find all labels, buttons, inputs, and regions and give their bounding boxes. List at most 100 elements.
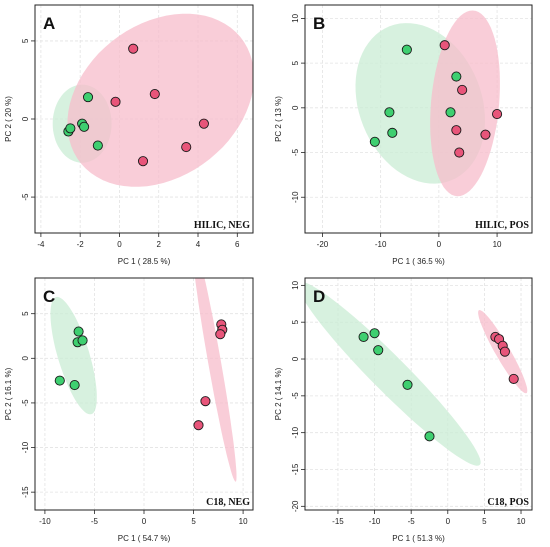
panel-b-frame: [304, 4, 533, 234]
panel-a-y-tick-label: 5: [21, 38, 30, 43]
panel-a-y-tick-label: -5: [21, 193, 30, 201]
panel-c-green-confidence-ellipse: [50, 296, 97, 415]
panel-c-red-point: [200, 396, 211, 407]
panel-d-x-tick-label: 5: [482, 517, 487, 526]
panel-b-x-tick-label: -10: [375, 240, 387, 249]
panel-a-green-point: [65, 123, 76, 134]
panel-d-y-tick-label: 10: [291, 280, 300, 289]
panel-d-plot-area: [305, 282, 528, 466]
panel-a-red-point: [128, 43, 139, 54]
panel-a-green-point: [79, 121, 90, 132]
panel-b-letter: B: [313, 14, 325, 33]
panel-b-plot-area: [355, 10, 503, 197]
panel-c: -10 -5 0 5 10 -15 -10 -5 0 5 PC 1 ( 54.7 %) PC 2 ( …: [4, 277, 254, 543]
panel-d-green-point: [373, 345, 384, 356]
panel-c-plot-area: [50, 278, 237, 482]
panel-c-green-point: [73, 326, 84, 337]
panel-a-red-point: [198, 118, 209, 129]
panel-d-green-point: [358, 331, 369, 342]
panel-a-x-tick-label: 0: [117, 240, 122, 249]
panel-c-x-tick-label: -5: [91, 517, 99, 526]
panel-d-y-tick-label: -15: [291, 463, 300, 475]
panel-b-y-tick-label: -5: [291, 148, 300, 156]
panel-a-plot-area: [52, 13, 253, 187]
panel-d-x-tick-label: -5: [408, 517, 416, 526]
panel-d-letter: D: [313, 287, 325, 306]
panel-b-red-point: [439, 40, 450, 51]
panel-a-red-point: [110, 96, 121, 107]
panel-d-red-point: [508, 373, 519, 384]
panel-b-x-tick-label: -20: [317, 240, 329, 249]
panel-c-y-tick-label: -5: [21, 399, 30, 407]
panel-d-y-axis-label: PC 2 ( 14.1 %): [274, 367, 283, 420]
panel-d-y-tick-label: -10: [291, 426, 300, 438]
panel-a-x-axis-label: PC 1 ( 28.5 %): [118, 257, 171, 266]
panel-b-green-point: [445, 107, 456, 118]
panel-b-y-tick-label: 0: [291, 105, 300, 110]
panel-b-red-point: [454, 147, 465, 158]
panel-c-green-point: [54, 375, 65, 386]
panel-c-letter: C: [43, 287, 55, 306]
panel-b-green-point: [401, 44, 412, 55]
panel-a-red-confidence-ellipse: [67, 13, 253, 187]
panel-b-green-point: [387, 127, 398, 138]
panel-a-x-tick-label: -2: [77, 240, 85, 249]
panel-a-red-point: [181, 142, 192, 153]
panel-d-green-point: [402, 379, 413, 390]
panel-d-green-point: [424, 431, 435, 442]
panel-c-x-tick-label: 5: [191, 517, 196, 526]
panel-a-x-tick-label: 2: [157, 240, 162, 249]
panel-d-x-tick-label: -10: [369, 517, 381, 526]
panel-d-x-axis-label: PC 1 ( 51.3 %): [392, 534, 445, 543]
panel-b-x-axis-label: PC 1 ( 36.5 %): [392, 257, 445, 266]
panel-c-y-tick-label: -15: [21, 486, 30, 498]
panel-c-y-tick-label: 5: [21, 311, 30, 316]
panel-d-green-point: [369, 328, 380, 339]
panel-a-y-tick-label: 0: [21, 116, 30, 121]
panel-a-letter: A: [43, 14, 55, 33]
panel-b-y-axis-label: PC 2 ( 13 %): [274, 96, 283, 142]
panel-a-annotation: HILIC, NEG: [194, 220, 250, 231]
panel-d-annotation: C18, POS: [487, 497, 529, 508]
panel-d-green-confidence-ellipse: [305, 282, 481, 466]
panel-c-green-point: [69, 380, 80, 391]
panel-a-red-point: [149, 88, 160, 100]
panel-b-annotation: HILIC, POS: [475, 220, 529, 231]
panel-b-green-point: [451, 71, 462, 82]
panel-d-red-point: [499, 346, 510, 357]
panel-c-x-tick-label: 10: [239, 517, 248, 526]
panel-c-y-axis-label: PC 2 ( 16.1 %): [4, 367, 13, 420]
panel-c-annotation: C18, NEG: [206, 497, 250, 508]
panel-b-green-point: [384, 107, 395, 118]
panel-d-x-tick-label: -15: [332, 517, 344, 526]
panel-b-red-point: [480, 129, 491, 140]
panel-a: -4 -2 0 2 4 6 -5 0 5 PC 1 ( 28.5 %) PC 2 ( 20 %) A H…: [4, 4, 254, 266]
panel-c-red-point: [215, 329, 226, 340]
panel-a-green-point: [82, 92, 94, 103]
panel-d-x-tick-label: 10: [517, 517, 526, 526]
panel-a-y-axis-label: PC 2 ( 20 %): [4, 96, 13, 142]
panel-d-x-tick-label: 0: [446, 517, 451, 526]
panel-b-green-point: [369, 136, 380, 147]
panel-c-green-point: [77, 335, 88, 346]
panel-c-red-confidence-ellipse: [195, 278, 237, 482]
panel-d-frame: [304, 277, 533, 511]
panel-d-y-tick-label: -20: [291, 500, 300, 512]
panel-d-y-tick-label: 5: [291, 319, 300, 324]
panel-b-x-tick-label: 10: [493, 240, 502, 249]
panel-c-x-tick-label: -10: [39, 517, 51, 526]
panel-c-y-tick-label: 0: [21, 356, 30, 361]
panel-b-x-tick-label: 0: [437, 240, 442, 249]
panel-d: -15 -10 -5 0 5 10 -20 -15 -10 -5 0 5 10 PC 1 ( 51.3 %…: [274, 277, 533, 543]
panel-b-y-tick-label: 5: [291, 60, 300, 65]
panel-c-x-tick-label: 0: [142, 517, 147, 526]
panel-b-red-point: [451, 125, 462, 136]
panel-b-y-tick-label: 10: [291, 13, 300, 22]
panel-a-x-tick-label: 4: [196, 240, 201, 249]
panel-d-y-tick-label: 0: [291, 356, 300, 361]
panel-b-y-tick-label: -10: [291, 191, 300, 203]
panel-b: -20 -10 0 10 -10 -5 0 5 10 PC 1 ( 36.5 %) PC 2 ( 1…: [274, 4, 533, 266]
panel-a-x-tick-label: -4: [37, 240, 45, 249]
panel-a-x-tick-label: 6: [235, 240, 240, 249]
